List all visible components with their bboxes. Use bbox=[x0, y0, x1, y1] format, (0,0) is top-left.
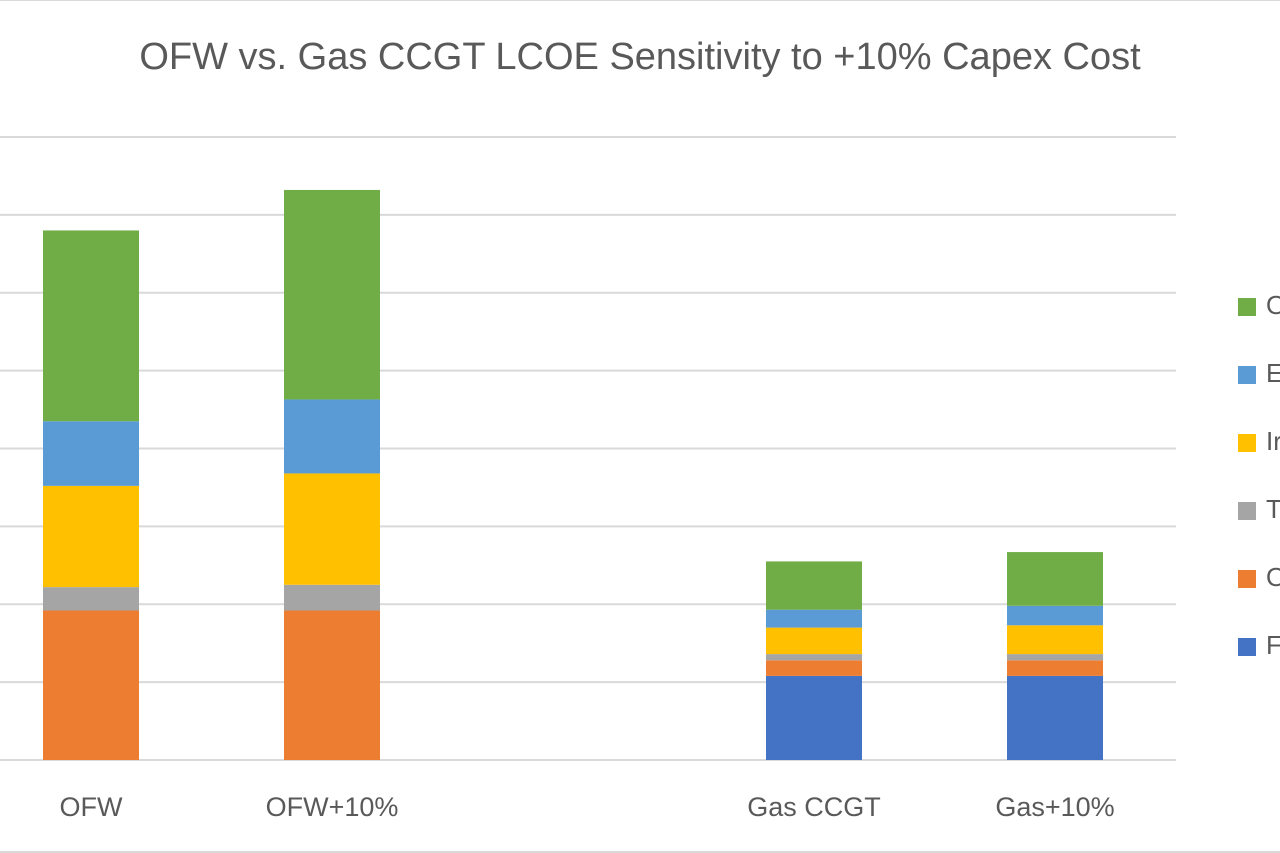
bar-segment-ofw-series-1 bbox=[43, 610, 139, 760]
bar-segment-gas-ccgt-series-0 bbox=[766, 675, 862, 760]
legend-swatch bbox=[1238, 570, 1256, 588]
bar-segment-gas-ccgt-series-5 bbox=[766, 561, 862, 610]
x-tick-label: OFW bbox=[60, 792, 123, 822]
legend-label: T bbox=[1266, 494, 1280, 524]
bar-segment-ofw-10--series-1 bbox=[284, 610, 380, 760]
bar-segment-ofw-series-5 bbox=[43, 230, 139, 422]
legend-swatch bbox=[1238, 502, 1256, 520]
bar-segment-ofw-10--series-3 bbox=[284, 473, 380, 585]
legend-label: O bbox=[1266, 562, 1280, 592]
x-tick-label: Gas CCGT bbox=[747, 792, 881, 822]
bar-segment-gas-10--series-0 bbox=[1007, 675, 1103, 760]
legend-swatch bbox=[1238, 298, 1256, 316]
bar-segment-gas-10--series-4 bbox=[1007, 605, 1103, 626]
frame-top-border bbox=[0, 0, 1280, 1]
bar-segment-gas-10--series-3 bbox=[1007, 625, 1103, 655]
bar-segment-gas-10--series-1 bbox=[1007, 660, 1103, 676]
bar-segment-gas-10--series-5 bbox=[1007, 552, 1103, 606]
x-tick-label: Gas+10% bbox=[995, 792, 1114, 822]
legend-swatch bbox=[1238, 434, 1256, 452]
bar-segment-ofw-series-2 bbox=[43, 587, 139, 611]
bar-segment-ofw-series-4 bbox=[43, 421, 139, 486]
legend-label: O bbox=[1266, 290, 1280, 320]
frame-bottom-border bbox=[0, 851, 1280, 853]
bar-segment-gas-ccgt-series-1 bbox=[766, 660, 862, 676]
legend-label: E bbox=[1266, 358, 1280, 388]
legend-label: F bbox=[1266, 630, 1280, 660]
bar-segment-gas-10--series-2 bbox=[1007, 654, 1103, 661]
x-tick-label: OFW+10% bbox=[266, 792, 399, 822]
bar-segment-ofw-10--series-2 bbox=[284, 584, 380, 611]
bar-segment-ofw-10--series-4 bbox=[284, 399, 380, 474]
bar-segment-ofw-10--series-5 bbox=[284, 189, 380, 400]
bar-segment-gas-ccgt-series-4 bbox=[766, 609, 862, 628]
legend-swatch bbox=[1238, 366, 1256, 384]
bar-segment-ofw-series-3 bbox=[43, 485, 139, 588]
legend-label: Ir bbox=[1266, 426, 1280, 456]
legend-swatch bbox=[1238, 638, 1256, 656]
chart-title: OFW vs. Gas CCGT LCOE Sensitivity to +10… bbox=[139, 36, 1141, 78]
bar-segment-gas-ccgt-series-2 bbox=[766, 654, 862, 661]
bar-segment-gas-ccgt-series-3 bbox=[766, 627, 862, 655]
